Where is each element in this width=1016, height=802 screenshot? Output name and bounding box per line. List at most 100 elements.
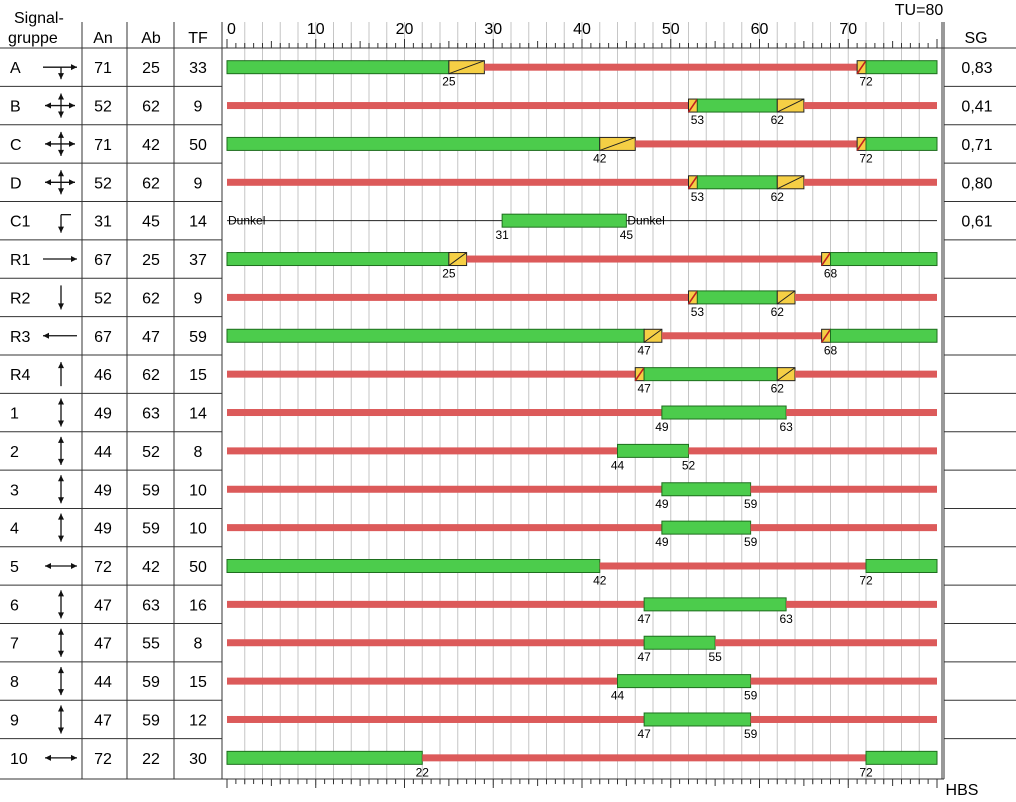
- arrow-all-directions-icon: [45, 170, 75, 195]
- arrow-head: [58, 188, 64, 195]
- arrow-head: [71, 754, 77, 761]
- signal-group-name: 8: [10, 674, 19, 691]
- arrow-head: [45, 562, 51, 569]
- arrow-head: [43, 332, 49, 339]
- axis-tick-label: 50: [662, 21, 680, 38]
- red-phase: [786, 409, 937, 417]
- green-end-value: 47: [142, 329, 160, 346]
- red-phase: [227, 715, 645, 723]
- arrow-up-icon: [58, 362, 64, 387]
- red-amber-diagonal: [634, 367, 645, 382]
- red-phase: [227, 447, 618, 455]
- green-time-value: 30: [189, 751, 207, 768]
- signal-group-row: A 71 25 33 0,83 25 72: [10, 60, 993, 89]
- phase-time-label: 59: [744, 535, 758, 549]
- signal-group-row: R1 67 25 37 25 68: [10, 252, 938, 281]
- green-start-value: 72: [94, 559, 112, 576]
- red-phase: [750, 677, 937, 685]
- arrow-up-down-icon: [58, 475, 64, 504]
- axis-tick-label: 70: [839, 21, 857, 38]
- dark-label: Dunkel: [627, 214, 664, 228]
- green-phase: [696, 98, 778, 113]
- signal-group-row: 2 44 52 8 44 52: [10, 436, 937, 472]
- axis-tick-label: 10: [307, 21, 325, 38]
- arrow-head: [58, 303, 64, 310]
- green-end-value: 59: [142, 674, 160, 691]
- green-phase: [661, 482, 752, 497]
- signal-group-name: A: [10, 60, 21, 77]
- green-start-value: 52: [94, 99, 112, 116]
- green-phase: [617, 674, 752, 689]
- signal-group-name: B: [10, 99, 21, 116]
- arrow-head: [58, 111, 64, 118]
- green-start-value: 49: [94, 521, 112, 538]
- signal-group-name: 4: [10, 521, 19, 538]
- axis-tick-label: 60: [751, 21, 769, 38]
- arrow-turn-down-icon: [58, 214, 71, 233]
- green-phase: [643, 712, 752, 727]
- arrow-head: [58, 93, 64, 100]
- phase-time-label: 47: [637, 612, 651, 626]
- green-start-value: 47: [94, 712, 112, 729]
- phase-time-label: 47: [637, 650, 651, 664]
- table-frame: [0, 22, 1016, 780]
- axis-tick-label: 30: [484, 21, 502, 38]
- arrow-up-down-icon: [58, 513, 64, 542]
- signal-group-row: 9 47 59 12 47 59: [10, 705, 937, 741]
- phase-time-label: 22: [416, 765, 430, 779]
- arrow-head: [45, 179, 51, 186]
- arrow-head: [58, 650, 64, 657]
- signal-group-name: 9: [10, 712, 19, 729]
- green-phase: [226, 252, 450, 267]
- phase-time-label: 49: [655, 497, 669, 511]
- phase-time-label: 72: [859, 151, 873, 165]
- green-start-value: 47: [94, 636, 112, 653]
- red-phase: [750, 715, 937, 723]
- signal-group-row: R2 52 62 9 53 62: [10, 285, 937, 319]
- arrow-head: [71, 64, 77, 71]
- signal-group-name: C1: [10, 214, 31, 231]
- green-end-value: 42: [142, 137, 160, 154]
- red-phase: [750, 485, 937, 493]
- arrow-head: [45, 140, 51, 147]
- green-end-value: 55: [142, 636, 160, 653]
- red-phase: [635, 140, 858, 148]
- green-phase: [661, 405, 787, 420]
- signal-group-name: R2: [10, 290, 31, 307]
- red-phase: [803, 102, 937, 110]
- phase-time-label: 47: [637, 727, 651, 741]
- green-end-value: 45: [142, 214, 160, 231]
- green-phase: [830, 252, 938, 267]
- time-grid: [244, 22, 920, 785]
- signal-group-row: 6 47 63 16 47 63: [10, 590, 937, 626]
- green-end-value: 63: [142, 406, 160, 423]
- green-start-value: 52: [94, 175, 112, 192]
- phase-time-label: 45: [620, 228, 634, 242]
- phase-time-label: 62: [771, 305, 785, 319]
- green-phase: [501, 213, 627, 228]
- green-start-value: 67: [94, 329, 112, 346]
- green-phase: [696, 290, 778, 305]
- signal-group-name: R3: [10, 329, 31, 346]
- arrow-head: [58, 436, 64, 443]
- phase-time-label: 59: [744, 689, 758, 703]
- red-phase: [227, 485, 662, 493]
- green-start-value: 72: [94, 751, 112, 768]
- arrow-up-down-icon: [58, 667, 64, 696]
- red-phase: [803, 178, 937, 186]
- phase-time-label: 68: [824, 267, 838, 281]
- phase-time-label: 63: [779, 420, 793, 434]
- green-phase: [226, 60, 450, 75]
- green-time-value: 15: [189, 674, 207, 691]
- arrow-head: [58, 149, 64, 156]
- phase-time-label: 72: [859, 573, 873, 587]
- signal-group-row: D 52 62 9 0,80 53 62: [10, 170, 993, 204]
- green-time-value: 10: [189, 482, 207, 499]
- red-phase: [227, 370, 636, 378]
- signal-group-name: R1: [10, 252, 31, 269]
- arrow-head: [58, 131, 64, 138]
- green-time-value: 10: [189, 521, 207, 538]
- green-phase: [865, 136, 938, 151]
